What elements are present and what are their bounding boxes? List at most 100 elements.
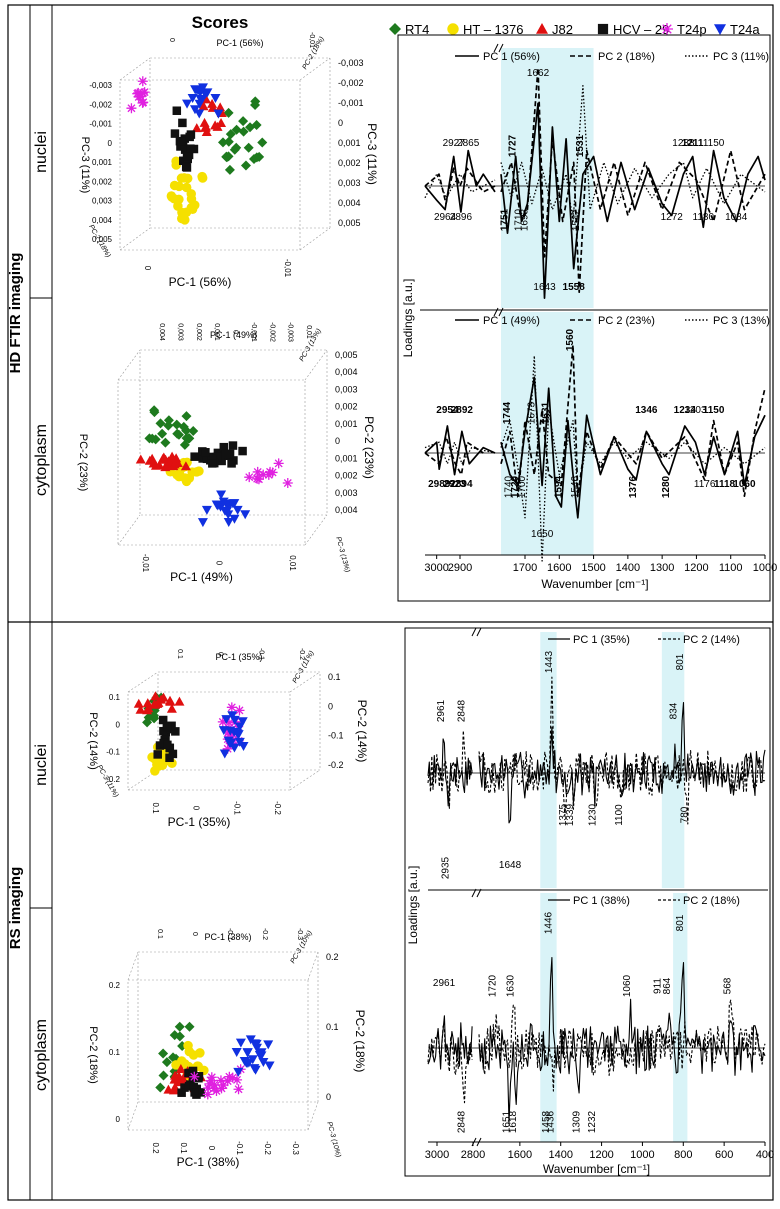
row-label-rs-nuclei: nuclei [33,744,50,786]
tick-top: -0,01 [308,32,315,48]
legend-label: T24a [730,22,760,37]
x-tick-label: 1400 [616,562,640,574]
marker-star [227,1072,238,1083]
marker-square [198,454,207,463]
tick-right: 0 [326,1092,331,1102]
tick-top: -0.1 [226,928,233,940]
marker-diamond [223,107,234,118]
axis-label-left: PC-2 (14%) [87,712,99,769]
legend: RT4 HT – 1376 J82 HCV – 29 T24p T24a [389,22,760,37]
tick-bottom: 0.2 [151,1142,160,1154]
axis-label-top: PC-1 (56%) [216,38,263,48]
marker-square [176,142,185,151]
tick-right: 0 [338,118,343,128]
series-line [424,435,484,476]
marker-star [244,472,255,483]
tick-right: 0,004 [338,198,361,208]
section-label-ftir: HD FTIR imaging [7,253,24,374]
tick-top: 0 [217,652,224,656]
series-line [424,441,496,465]
tick-left: 0.1 [109,1048,121,1057]
marker-triangle-down [240,510,251,520]
rs-nuclei-scores-plot: PC-1 (35%) PC-1 (35%) PC-2 (14%) PC-2 (14%)… [87,648,369,829]
cluster-t24p [244,458,293,489]
axis-break [493,307,504,317]
tick-top: 0,001 [213,323,220,341]
tick-bottom: -0.2 [273,801,282,815]
peak-label: 1238 [672,138,695,149]
peak-label: 864 [662,977,673,994]
peak-label: 911 [653,978,664,994]
marker-triangle-down [201,505,212,515]
marker-square [228,441,238,450]
marker-square [212,452,222,462]
x-tick-label: 1300 [650,562,674,574]
marker-star [133,91,144,102]
cluster-hcv-29 [153,715,180,763]
marker-square [163,722,172,731]
tick-right: 0,003 [335,488,358,498]
tick-left: -0,003 [89,81,112,90]
ftir-nuclei-scores-plot: PC-1 (56%) PC-1 (56%) PC-3 (11%) PC-3 (11%)… [79,32,379,289]
x-axis-label: Wavenumber [cm⁻¹] [541,577,648,591]
tick-right: 0,002 [335,471,358,481]
highlight-band [501,312,594,555]
peak-label: 2964 [434,212,457,223]
marker-square [178,156,188,166]
legend-entry: PC 3 (11%) [713,51,769,63]
marker-circle [183,1040,193,1051]
cluster-j82 [133,691,185,715]
marker-star [222,743,233,754]
peak-label: 1643 [533,282,556,293]
marker-triangle-up [180,461,191,471]
marker-diamond [155,418,166,429]
tick-bottom: 0,01 [288,555,297,571]
tick-right: 0,004 [335,505,358,515]
tick-top: 0 [168,38,175,42]
marker-diamond [238,116,249,127]
axis-label-right: PC-2 (18%) [353,1010,367,1073]
box-edge [289,769,321,791]
marker-triangle-up [158,692,169,702]
tick-bottom: -0,01 [283,259,292,278]
tick-left: 0,002 [92,177,113,186]
legend-item-t24p: T24p [661,22,707,37]
marker-triangle-down [213,109,224,119]
tick-right: 0,003 [335,384,358,394]
axis-break [471,627,482,637]
marker-diamond [179,439,190,450]
marker-star [282,478,293,489]
peak-label: 2961 [433,978,456,989]
ftir-cytoplasm-scores-plot: PC-1 (49%) PC-1 (49%) PC-2 (23%) PC-2 (23%)… [77,322,376,584]
series-line [500,355,766,562]
marker-square [186,144,195,153]
marker-star [232,1074,243,1085]
marker-square [170,129,180,138]
tick-right: 0.1 [326,1022,339,1032]
peak-label: 1100 [614,804,625,826]
x-tick-label: 1200 [589,1149,613,1161]
tick-right: 0,003 [338,178,361,188]
peak-label: 2848 [456,1110,467,1133]
series-line [427,730,473,809]
peak-label: 1650 [531,529,554,540]
tick-bottom: -0.1 [235,1141,244,1155]
x-tick-label: 1400 [548,1149,572,1161]
tick-left: -0.2 [106,775,120,784]
marker-triangle-down [216,490,227,500]
tick-left: -0.1 [106,748,120,757]
marker-square [180,145,190,154]
tick-left: 0 [108,139,113,148]
marker-circle [176,213,187,224]
tick-top: -0.2 [261,928,268,940]
tick-right: -0.1 [328,731,344,741]
axis-label-right: PC-2 (23%) [362,416,376,479]
peak-label: 1558 [563,282,586,293]
marker-star [203,1083,214,1094]
peak-label: 1618 [508,1110,519,1133]
marker-diamond [155,1082,166,1093]
series-line [478,999,766,1092]
legend-entry: PC 2 (14%) [683,634,740,646]
x-tick-label: 1000 [630,1149,654,1161]
